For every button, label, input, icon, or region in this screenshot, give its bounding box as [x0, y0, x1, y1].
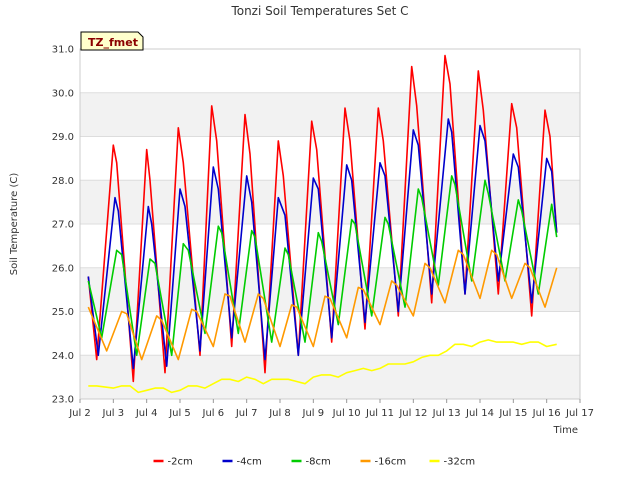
y-tick-label: 24.0 [52, 351, 74, 362]
x-tick-label: Jul 12 [398, 408, 427, 419]
x-tick-label: Jul 9 [302, 408, 325, 419]
badge-text: TZ_fmet [88, 36, 138, 49]
badge-box [80, 31, 144, 51]
x-tick-label: Jul 7 [235, 408, 258, 419]
y-tick-label: 29.0 [52, 132, 74, 143]
legend-item: -4cm [222, 457, 262, 468]
y-tick-label: 25.0 [52, 307, 74, 318]
x-tick-label: Jul 11 [365, 408, 394, 419]
plot-frame [79, 48, 581, 400]
background-band [80, 355, 580, 399]
x-axis-ticks: Jul 2 Jul 3 Jul 4 Jul 5 Jul 6 Jul 7 Jul 8 Jul 9… [68, 399, 594, 419]
legend: -2cm -4cm -8cm -16cm -32cm [153, 457, 476, 468]
legend-label: -8cm [306, 457, 331, 468]
series-line-16cmcm [87, 249, 558, 361]
legend-label: -2cm [168, 457, 193, 468]
x-tick-label: Jul 4 [135, 408, 158, 419]
x-tick-label: Jul 14 [465, 408, 494, 419]
y-tick-label: 30.0 [52, 88, 74, 99]
y-tick-label: 28.0 [52, 176, 74, 187]
legend-label: -4cm [237, 457, 262, 468]
background-band [80, 267, 580, 312]
legend-item: -8cm [291, 457, 331, 468]
x-tick-label: Jul 13 [432, 408, 461, 419]
chart-title: Tonzi Soil Temperatures Set C [230, 4, 408, 18]
series-line-8cmcm [87, 175, 558, 357]
legend-item: -16cm [360, 457, 407, 468]
legend-label: -16cm [375, 457, 407, 468]
series-line-32cmcm [88, 339, 557, 394]
legend-label: -32cm [444, 457, 476, 468]
y-tick-label: 31.0 [52, 45, 74, 56]
x-tick-label: Jul 6 [202, 408, 225, 419]
y-axis-label: Soil Temperature (C) [9, 173, 20, 276]
background-band [80, 92, 580, 137]
x-tick-label: Jul 17 [565, 408, 594, 419]
series-layer [87, 54, 558, 394]
legend-item: -2cm [153, 457, 193, 468]
y-tick-label: 27.0 [52, 220, 74, 231]
x-axis-label: Time [553, 425, 578, 436]
x-tick-label: Jul 5 [168, 408, 191, 419]
legend-item: -32cm [429, 457, 476, 468]
site-badge: TZ_fmet [80, 31, 144, 51]
y-tick-label: 26.0 [52, 263, 74, 274]
x-tick-label: Jul 15 [498, 408, 527, 419]
x-tick-label: Jul 3 [102, 408, 125, 419]
background-band [80, 180, 580, 224]
x-tick-label: Jul 10 [332, 408, 361, 419]
x-tick-label: Jul 16 [532, 408, 561, 419]
x-tick-label: Jul 8 [268, 408, 291, 419]
x-tick-label: Jul 2 [68, 408, 91, 419]
y-tick-label: 23.0 [52, 395, 74, 406]
y-axis-ticks: 23.0 24.0 25.0 26.0 27.0 28.0 29.0 30.0 31.0 [52, 45, 74, 406]
